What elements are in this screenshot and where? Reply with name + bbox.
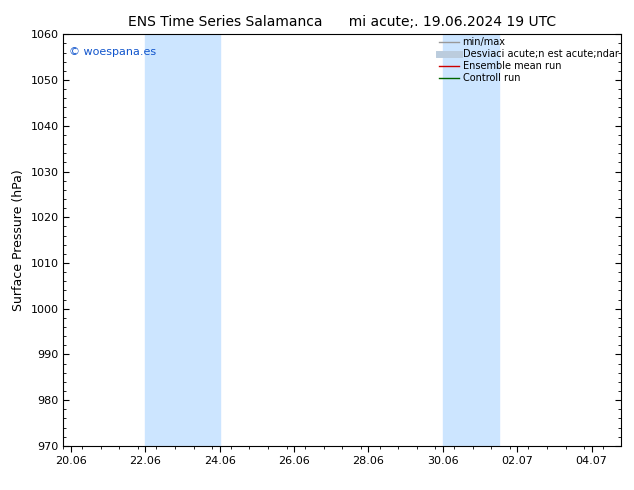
Text: © woespana.es: © woespana.es	[69, 47, 156, 57]
Title: ENS Time Series Salamanca      mi acute;. 19.06.2024 19 UTC: ENS Time Series Salamanca mi acute;. 19.…	[128, 15, 557, 29]
Bar	[443, 34, 498, 446]
Bar	[145, 34, 219, 446]
Y-axis label: Surface Pressure (hPa): Surface Pressure (hPa)	[12, 169, 25, 311]
Legend: min/max, Desviaci acute;n est acute;ndar, Ensemble mean run, Controll run: min/max, Desviaci acute;n est acute;ndar…	[439, 37, 618, 83]
